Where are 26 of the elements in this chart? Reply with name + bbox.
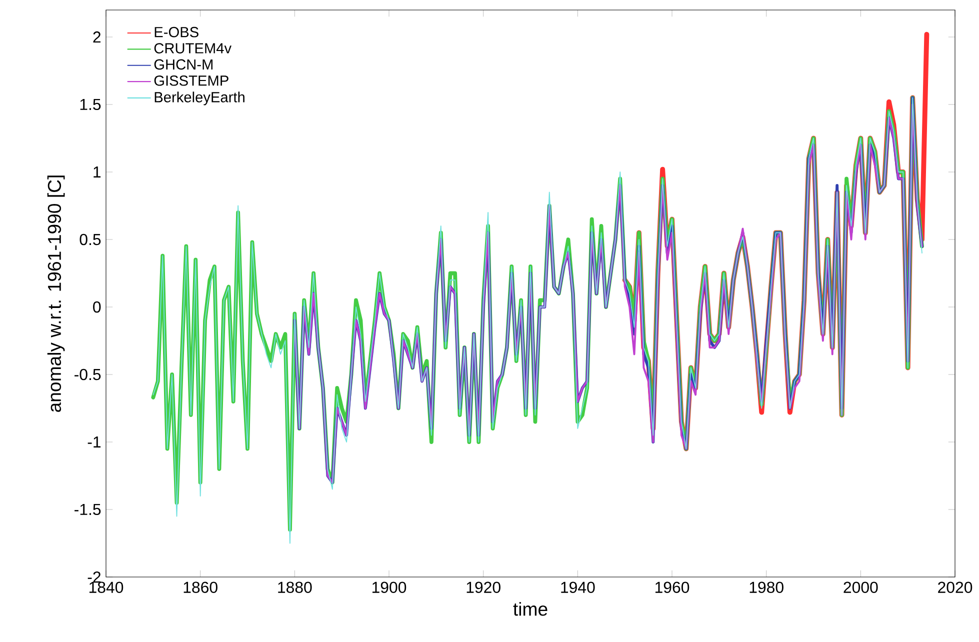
- y-tick-label: 0: [93, 301, 101, 313]
- x-tick-label: 1920: [466, 582, 500, 593]
- legend-label: BerkeleyEarth: [154, 92, 244, 106]
- x-tick-label: 1900: [372, 582, 406, 593]
- x-tick-label: 1940: [561, 582, 595, 593]
- y-tick-label: 2: [93, 31, 101, 43]
- legend-label: GISSTEMP: [154, 75, 228, 86]
- x-tick-label: 1960: [655, 582, 690, 593]
- legend-label: CRUTEM4v: [154, 43, 232, 54]
- y-tick-label: 1: [94, 166, 101, 178]
- x-tick-label: 2000: [844, 582, 878, 593]
- x-tick-label: 2020: [938, 582, 972, 593]
- legend-label: E-OBS: [154, 26, 198, 38]
- x-tick-label: 1880: [278, 582, 312, 593]
- y-tick-label: 1.5: [80, 98, 101, 110]
- x-tick-label: 1840: [89, 582, 124, 593]
- y-tick-label: -1: [88, 436, 101, 448]
- legend-label: GHCN-M: [154, 59, 212, 70]
- x-tick-label: 1860: [184, 582, 218, 593]
- y-tick-label: -0.5: [74, 368, 101, 380]
- x-axis-title: time: [513, 602, 548, 616]
- y-tick-label: -2: [88, 571, 101, 583]
- y-tick-label: 0.5: [80, 234, 101, 246]
- y-tick-label: -1.5: [74, 504, 101, 516]
- x-tick-label: 1980: [750, 582, 784, 593]
- y-axis-title: anomaly w.r.t. 1961-1990 [C]: [47, 176, 65, 412]
